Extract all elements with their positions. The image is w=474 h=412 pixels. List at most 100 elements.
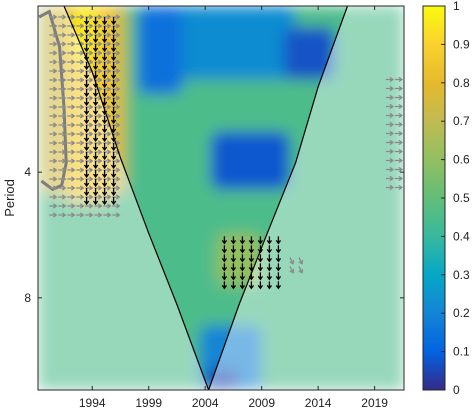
phase-arrow <box>110 125 117 134</box>
x-tick-label: 2009 <box>248 396 275 410</box>
phase-arrow <box>58 122 67 128</box>
phase-arrow <box>76 203 85 209</box>
phase-arrow <box>76 68 85 74</box>
phase-arrow <box>298 266 304 274</box>
phase-arrow <box>101 161 108 170</box>
phase-arrow <box>58 95 67 101</box>
phase-arrow <box>85 203 94 209</box>
phase-arrow <box>92 188 99 197</box>
x-tick-label: 1999 <box>135 396 162 410</box>
phase-arrow <box>101 125 108 134</box>
phase-arrow <box>230 245 237 254</box>
phase-arrow <box>49 122 58 128</box>
phase-arrow <box>230 272 237 281</box>
phase-arrow <box>239 236 246 245</box>
phase-arrow <box>49 77 58 83</box>
phase-arrow <box>83 80 90 89</box>
phase-arrow <box>58 176 67 182</box>
phase-arrow <box>110 197 117 206</box>
phase-arrow <box>110 35 117 44</box>
phase-arrow <box>221 281 228 290</box>
colorbar: 0 0.1 0.2 0.3 0.4 0.5 0.6 0.7 0.8 0.9 1 <box>422 0 470 397</box>
phase-arrow <box>385 121 395 128</box>
phase-arrow <box>83 17 90 26</box>
phase-arrow <box>101 188 108 197</box>
phase-arrow <box>83 170 90 179</box>
phase-arrow <box>49 131 58 137</box>
phase-arrow <box>394 85 404 92</box>
phase-arrow <box>83 134 90 143</box>
phase-arrow <box>394 175 404 182</box>
phase-arrow <box>101 98 108 107</box>
phase-arrow <box>83 98 90 107</box>
phase-arrow <box>385 85 395 92</box>
phase-arrow <box>239 263 246 272</box>
phase-arrow <box>394 157 404 164</box>
phase-arrow <box>110 89 117 98</box>
colorbar-ticks: 0 0.1 0.2 0.3 0.4 0.5 0.6 0.7 0.8 0.9 1 <box>441 0 470 397</box>
phase-arrow <box>110 53 117 62</box>
phase-arrow <box>394 148 404 155</box>
colorbar-tick-label: 0.8 <box>453 76 470 90</box>
phase-arrow <box>239 281 246 290</box>
phase-arrow <box>76 176 85 182</box>
phase-arrow <box>58 194 67 200</box>
phase-arrow <box>67 95 76 101</box>
phase-arrow <box>110 152 117 161</box>
phase-arrow <box>110 17 117 26</box>
phase-arrow <box>230 236 237 245</box>
phase-arrow <box>76 77 85 83</box>
phase-arrow <box>221 272 228 281</box>
phase-arrow <box>385 103 395 110</box>
x-tick-label: 2014 <box>305 396 332 410</box>
phase-arrow <box>257 263 264 272</box>
phase-arrow <box>58 59 67 65</box>
phase-arrow <box>103 212 112 218</box>
phase-arrow <box>76 59 85 65</box>
phase-arrow <box>58 104 67 110</box>
coherence-region <box>284 27 336 80</box>
phase-arrow <box>83 26 90 35</box>
phase-arrow <box>49 32 58 38</box>
phase-arrow <box>67 50 76 56</box>
phase-arrow <box>67 68 76 74</box>
phase-arrow <box>67 212 76 218</box>
phase-arrow <box>92 179 99 188</box>
phase-arrow <box>58 167 67 173</box>
phase-arrow <box>101 89 108 98</box>
phase-arrow <box>289 266 295 274</box>
phase-arrow <box>58 86 67 92</box>
y-tick-label: 8 <box>24 291 31 305</box>
phase-arrow <box>239 272 246 281</box>
phase-arrow <box>92 152 99 161</box>
phase-arrow <box>394 112 404 119</box>
y-axis-title: Period <box>2 179 17 217</box>
phase-arrow <box>76 149 85 155</box>
phase-arrow <box>58 68 67 74</box>
phase-arrow <box>83 152 90 161</box>
phase-arrow <box>275 236 282 245</box>
phase-arrow <box>385 130 395 137</box>
phase-arrow <box>49 59 58 65</box>
colorbar-tick-label: 0.9 <box>453 37 470 51</box>
phase-arrow <box>110 116 117 125</box>
phase-arrow <box>49 140 58 146</box>
phase-arrow <box>76 122 85 128</box>
phase-arrow <box>83 161 90 170</box>
phase-arrow <box>58 23 67 29</box>
colorbar-tick-label: 0.4 <box>453 229 470 243</box>
phase-arrow <box>58 185 67 191</box>
phase-arrow <box>248 236 255 245</box>
phase-arrow <box>76 212 85 218</box>
phase-arrow <box>49 176 58 182</box>
phase-arrow <box>49 149 58 155</box>
phase-arrow <box>92 107 99 116</box>
phase-arrow <box>385 148 395 155</box>
phase-arrow <box>248 281 255 290</box>
phase-arrow <box>76 104 85 110</box>
phase-arrow <box>385 112 395 119</box>
phase-arrow <box>394 184 404 191</box>
phase-arrow <box>83 143 90 152</box>
phase-arrow <box>76 185 85 191</box>
phase-arrow <box>101 179 108 188</box>
